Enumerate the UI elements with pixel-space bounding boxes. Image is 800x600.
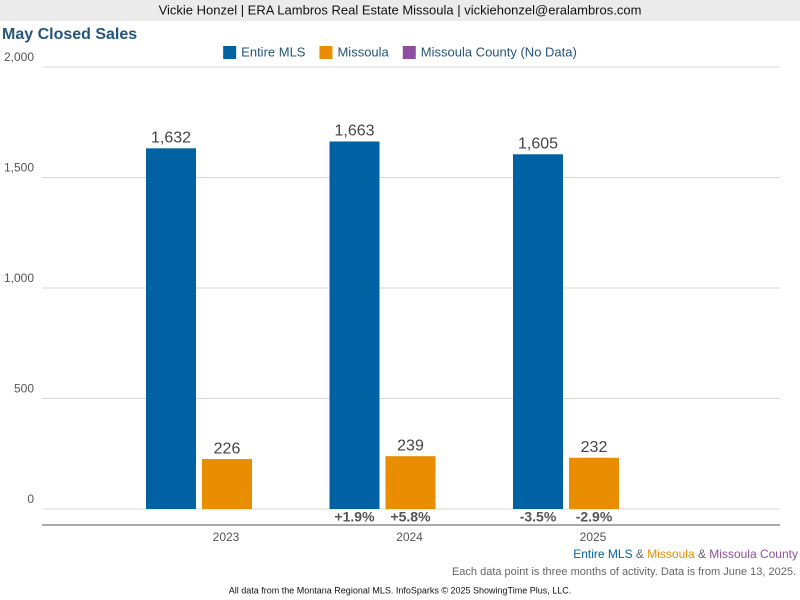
chart-title: May Closed Sales <box>2 26 137 43</box>
legend-label: Entire MLS <box>241 44 306 59</box>
y-tick-label: 1,000 <box>4 271 34 285</box>
x-tick-label: 2023 <box>213 530 240 544</box>
footer: All data from the Montana Regional MLS. … <box>229 585 571 595</box>
credit-part: Entire MLS <box>573 547 632 561</box>
credit-part: Missoula County <box>709 547 798 561</box>
data-label: 1,605 <box>518 136 558 153</box>
legend: Entire MLS Missoula Missoula County (No Da… <box>223 44 577 59</box>
change-label: +5.8% <box>390 509 431 525</box>
data-label: 1,663 <box>334 123 374 140</box>
bar <box>385 456 436 509</box>
data-label: 1,632 <box>151 130 191 147</box>
header-text: Vickie Honzel | ERA Lambros Real Estate … <box>159 2 642 17</box>
y-tick-label: 500 <box>14 382 34 396</box>
legend-label: Missoula County (No Data) <box>421 44 577 59</box>
bar <box>513 154 563 510</box>
x-tick-label: 2025 <box>580 530 607 544</box>
note: Each data point is three months of activ… <box>452 566 796 578</box>
data-label: 239 <box>397 437 424 454</box>
data-label: 226 <box>214 440 241 457</box>
y-tick-label: 2,000 <box>4 50 34 64</box>
legend-swatch <box>402 46 416 59</box>
y-tick-label: 0 <box>27 492 34 506</box>
change-label: -3.5% <box>520 509 557 525</box>
credit-part: & <box>633 547 648 561</box>
data-label: 232 <box>581 439 608 456</box>
legend-swatch <box>319 46 333 59</box>
legend-label: Missoula <box>337 44 389 59</box>
header-bar <box>0 0 800 21</box>
change-label: +1.9% <box>334 509 375 525</box>
bar <box>569 457 619 509</box>
x-tick-label: 2024 <box>396 530 423 544</box>
y-tick-label: 1,500 <box>4 161 34 175</box>
credit-part: & <box>695 547 710 561</box>
bar <box>329 141 380 510</box>
credit-part: Missoula <box>647 547 695 561</box>
bar <box>146 148 196 509</box>
bar <box>202 459 252 509</box>
legend-swatch <box>223 46 237 59</box>
credit-line: Entire MLS & Missoula & Missoula County <box>573 547 798 561</box>
change-label: -2.9% <box>576 509 613 525</box>
